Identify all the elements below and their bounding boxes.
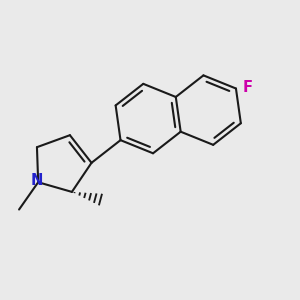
Text: N: N <box>31 173 44 188</box>
Text: F: F <box>242 80 253 95</box>
